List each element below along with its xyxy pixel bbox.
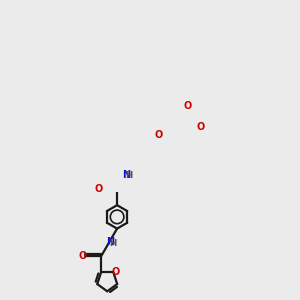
Text: H: H bbox=[109, 238, 116, 247]
Text: O: O bbox=[196, 122, 205, 132]
Text: N: N bbox=[122, 170, 130, 180]
Text: O: O bbox=[94, 184, 103, 194]
Text: O: O bbox=[112, 267, 120, 278]
Text: O: O bbox=[78, 251, 86, 261]
Text: H: H bbox=[125, 171, 132, 180]
Text: N: N bbox=[106, 237, 114, 247]
Text: O: O bbox=[154, 130, 163, 140]
Text: O: O bbox=[183, 100, 192, 111]
